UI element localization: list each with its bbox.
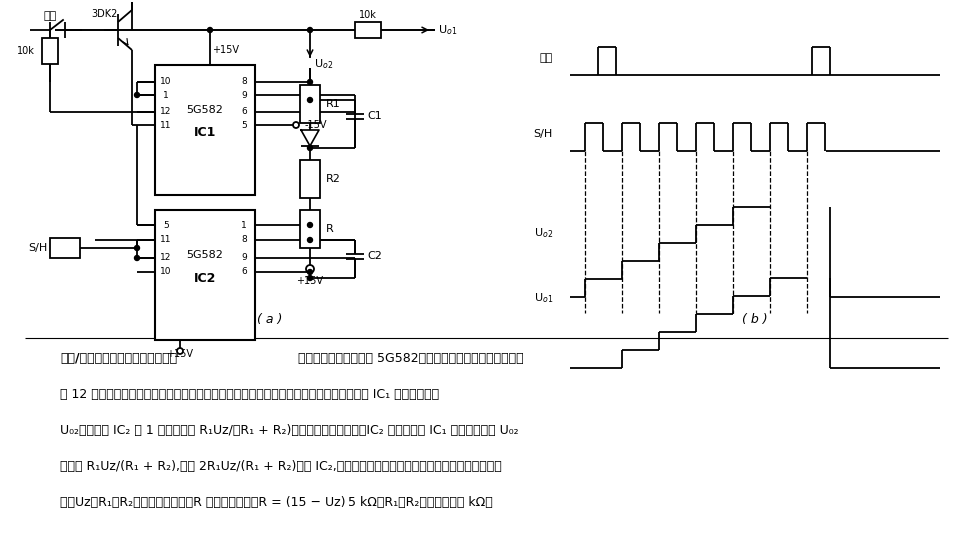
Text: 8: 8 xyxy=(241,236,247,245)
Text: 11: 11 xyxy=(161,120,172,129)
Text: 5: 5 xyxy=(241,120,247,129)
Text: ( a ): ( a ) xyxy=(257,314,283,326)
Bar xyxy=(50,238,80,258)
Text: 10: 10 xyxy=(161,267,172,276)
Text: 11: 11 xyxy=(161,236,172,245)
Text: 5: 5 xyxy=(163,221,169,229)
Text: 采样/保持电路组成的阶梯波发生器: 采样/保持电路组成的阶梯波发生器 xyxy=(60,352,177,365)
Bar xyxy=(300,85,320,123)
Text: U$_{o1}$: U$_{o1}$ xyxy=(534,291,553,305)
Text: 复位: 复位 xyxy=(44,11,56,21)
Text: C1: C1 xyxy=(367,111,381,121)
Text: 5G582: 5G582 xyxy=(187,105,224,115)
Text: 10k: 10k xyxy=(359,10,377,20)
Circle shape xyxy=(207,27,212,32)
Text: 利用两块采样保持电路 5G582，可以组成阶梯波发生器。它们: 利用两块采样保持电路 5G582，可以组成阶梯波发生器。它们 xyxy=(290,352,523,365)
Text: ( b ): ( b ) xyxy=(742,314,768,326)
Text: 1: 1 xyxy=(241,221,247,229)
Circle shape xyxy=(307,270,312,275)
Bar xyxy=(155,210,255,340)
Bar xyxy=(155,65,255,195)
Circle shape xyxy=(307,97,312,102)
Circle shape xyxy=(293,122,299,128)
Text: 6: 6 xyxy=(241,108,247,116)
Text: U$_{o1}$: U$_{o1}$ xyxy=(438,23,457,37)
Text: 9: 9 xyxy=(241,90,247,100)
Circle shape xyxy=(134,246,139,251)
Circle shape xyxy=(134,92,139,97)
Bar xyxy=(42,38,58,64)
Text: +15V: +15V xyxy=(166,349,194,359)
Circle shape xyxy=(307,80,312,85)
Circle shape xyxy=(306,265,314,273)
Text: 始。Uz、R₁、R₂决定了阶梯跨距，R 给它提供电流，R = (15 − Uz) 5 kΩ，R₁、R₂取几十至几百 kΩ。: 始。Uz、R₁、R₂决定了阶梯跨距，R 给它提供电流，R = (15 − Uz)… xyxy=(60,496,492,509)
Text: IC2: IC2 xyxy=(194,271,216,285)
Circle shape xyxy=(307,27,312,32)
Text: R: R xyxy=(326,224,334,234)
Text: -15V: -15V xyxy=(305,120,328,130)
Text: U₀₂为零，而 IC₂ 的 1 脚电压等于 R₁Uz/（R₁ + R₂)。下一个脉冲到来时，IC₂ 的输出作为 IC₁ 的输入，所以 U₀₂: U₀₂为零，而 IC₂ 的 1 脚电压等于 R₁Uz/（R₁ + R₂)。下一个… xyxy=(60,424,519,437)
Text: +15V: +15V xyxy=(297,276,323,286)
Text: 6: 6 xyxy=(241,267,247,276)
Text: 5G582: 5G582 xyxy=(187,250,224,260)
Bar xyxy=(300,160,320,198)
Text: 12: 12 xyxy=(161,253,171,262)
Text: 的 12 脚分别加上相位相反的方波，以便控制其交替地采样保持。一开始加上复位信号，使 IC₁ 输入为零，则: 的 12 脚分别加上相位相反的方波，以便控制其交替地采样保持。一开始加上复位信号… xyxy=(60,388,439,401)
Text: 8: 8 xyxy=(241,77,247,86)
Circle shape xyxy=(177,348,183,354)
Text: 上升到 R₁Uz/(R₁ + R₂),又将 2R₁Uz/(R₁ + R₂)送入 IC₂,如此循环不止，直至下次复位信号到来，阶梯又开: 上升到 R₁Uz/(R₁ + R₂),又将 2R₁Uz/(R₁ + R₂)送入 … xyxy=(60,460,502,473)
Bar xyxy=(355,22,381,38)
Text: R1: R1 xyxy=(326,99,341,109)
Text: IC1: IC1 xyxy=(194,126,216,139)
Text: 复位: 复位 xyxy=(540,53,553,63)
Text: C2: C2 xyxy=(367,251,381,261)
Text: U$_{o2}$: U$_{o2}$ xyxy=(534,226,553,240)
Text: 12: 12 xyxy=(161,108,171,116)
Text: 10k: 10k xyxy=(18,46,35,56)
Circle shape xyxy=(307,237,312,242)
Text: 1: 1 xyxy=(163,90,169,100)
Circle shape xyxy=(307,145,312,150)
Bar xyxy=(300,210,320,248)
Circle shape xyxy=(307,222,312,227)
Text: 10: 10 xyxy=(161,77,172,86)
Text: U$_{o2}$: U$_{o2}$ xyxy=(314,57,333,71)
Text: 3DK2: 3DK2 xyxy=(91,9,118,19)
Text: S/H: S/H xyxy=(534,129,553,139)
Text: R2: R2 xyxy=(326,174,341,184)
Text: S/H: S/H xyxy=(28,243,48,253)
Text: 9: 9 xyxy=(241,253,247,262)
Text: +15V: +15V xyxy=(212,45,239,55)
Circle shape xyxy=(134,256,139,261)
Circle shape xyxy=(307,276,312,281)
